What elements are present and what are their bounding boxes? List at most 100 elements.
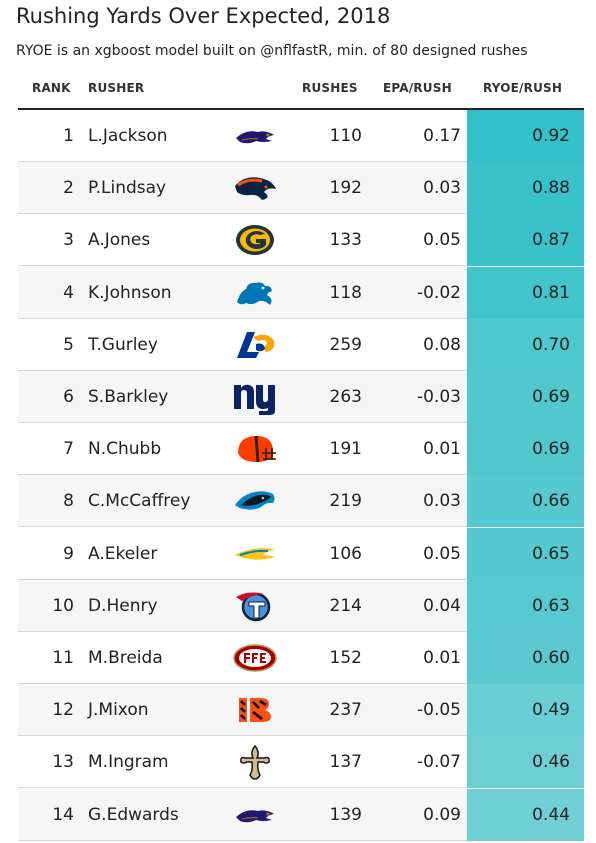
rank-cell: 3 xyxy=(63,230,74,251)
ravens-logo-icon xyxy=(232,797,278,833)
rushes-cell: 214 xyxy=(329,595,362,616)
page-subtitle: RYOE is an xgboost model built on @nflfa… xyxy=(16,43,528,59)
rank-cell: 13 xyxy=(52,752,74,773)
ryoe-per-rush-cell: 0.88 xyxy=(467,162,584,215)
ryoe-per-rush-cell: 0.69 xyxy=(467,423,584,476)
table-row: 6 S.Barkley 263 -0.03 0.69 xyxy=(18,371,584,423)
table-row: 8 C.McCaffrey 219 0.03 0.66 xyxy=(18,475,584,528)
epa-per-rush-cell: 0.04 xyxy=(423,595,461,616)
rushes-cell: 133 xyxy=(329,230,362,251)
epa-per-rush-cell: 0.03 xyxy=(423,491,461,512)
table-row: 10 D.Henry 214 0.04 0.63 xyxy=(18,579,584,632)
table-row: 4 K.Johnson 118 -0.02 0.81 xyxy=(18,266,584,319)
rushes-cell: 139 xyxy=(329,804,362,825)
ryoe-per-rush-cell: 0.92 xyxy=(467,110,584,162)
rank-cell: 4 xyxy=(63,282,74,303)
rank-cell: 7 xyxy=(63,439,74,460)
epa-per-rush-cell: -0.03 xyxy=(417,387,461,407)
panthers-logo-icon xyxy=(232,483,278,519)
col-header-rank: RANK xyxy=(32,81,71,95)
ryoe-per-rush-cell: 0.49 xyxy=(467,684,584,737)
rushes-cell: 110 xyxy=(329,126,362,146)
epa-per-rush-cell: -0.02 xyxy=(417,282,461,303)
rushes-cell: 137 xyxy=(329,752,362,773)
ryoe-per-rush-cell: 0.46 xyxy=(467,736,584,789)
table-header: RANK RUSHER RUSHES EPA/RUSH RYOE/RUSH xyxy=(18,72,584,110)
rusher-name: M.Breida xyxy=(88,648,163,668)
broncos-logo-icon xyxy=(232,170,278,206)
col-header-rusher: RUSHER xyxy=(88,81,145,95)
page-title: Rushing Yards Over Expected, 2018 xyxy=(16,4,391,28)
lions-logo-icon xyxy=(232,275,278,311)
col-header-rushes: RUSHES xyxy=(302,81,358,95)
epa-per-rush-cell: 0.05 xyxy=(423,230,461,251)
rank-cell: 10 xyxy=(52,595,74,616)
epa-per-rush-cell: 0.01 xyxy=(423,439,461,460)
ryoe-per-rush-cell: 0.65 xyxy=(467,527,584,580)
rusher-name: D.Henry xyxy=(88,595,158,616)
rank-cell: 8 xyxy=(63,491,74,512)
ryoe-per-rush-cell: 0.81 xyxy=(467,266,584,319)
col-header-ryoe: RYOE/RUSH xyxy=(483,81,563,95)
rank-cell: 2 xyxy=(63,178,74,199)
rusher-name: G.Edwards xyxy=(88,804,179,825)
ryoe-per-rush-cell: 0.60 xyxy=(467,632,584,684)
rank-cell: 5 xyxy=(63,334,74,355)
rank-cell: 1 xyxy=(63,126,74,146)
table-row: 3 A.Jones 133 0.05 0.87 xyxy=(18,214,584,267)
packers-logo-icon xyxy=(232,222,278,258)
rusher-name: L.Jackson xyxy=(88,126,168,146)
rank-cell: 9 xyxy=(63,543,74,564)
rusher-name: P.Lindsay xyxy=(88,178,167,199)
table-row: 7 N.Chubb 191 0.01 0.69 xyxy=(18,423,584,476)
table-row: 13 M.Ingram 137 -0.07 0.46 xyxy=(18,736,584,789)
giants-logo-icon xyxy=(232,379,278,415)
rushes-cell: 192 xyxy=(329,178,362,199)
rusher-name: S.Barkley xyxy=(88,387,169,407)
ryoe-per-rush-cell: 0.66 xyxy=(467,475,584,528)
epa-per-rush-cell: -0.05 xyxy=(417,700,461,721)
rusher-name: M.Ingram xyxy=(88,752,169,773)
rusher-name: A.Jones xyxy=(88,230,151,251)
table-row: 5 T.Gurley 259 0.08 0.70 xyxy=(18,318,584,371)
rusher-name: K.Johnson xyxy=(88,282,172,303)
table-row: 11 M.Breida 152 0.01 0.60 xyxy=(18,632,584,684)
rusher-name: N.Chubb xyxy=(88,439,162,460)
rusher-name: A.Ekeler xyxy=(88,543,158,564)
rank-cell: 12 xyxy=(52,700,74,721)
rushes-cell: 106 xyxy=(329,543,362,564)
ravens-logo-icon xyxy=(232,118,278,154)
table-row: 9 A.Ekeler 106 0.05 0.65 xyxy=(18,527,584,580)
table-row: 12 J.Mixon 237 -0.05 0.49 xyxy=(18,684,584,737)
rusher-name: J.Mixon xyxy=(88,700,149,721)
table-row: 2 P.Lindsay 192 0.03 0.88 xyxy=(18,162,584,215)
epa-per-rush-cell: 0.05 xyxy=(423,543,461,564)
rank-cell: 11 xyxy=(52,648,74,668)
col-header-epa: EPA/RUSH xyxy=(383,81,452,95)
rushes-cell: 191 xyxy=(329,439,362,460)
epa-per-rush-cell: 0.09 xyxy=(423,804,461,825)
49ers-logo-icon xyxy=(232,640,278,676)
bengals-logo-icon xyxy=(232,692,278,728)
rusher-name: C.McCaffrey xyxy=(88,491,191,512)
rank-cell: 14 xyxy=(52,804,74,825)
rushes-cell: 259 xyxy=(329,334,362,355)
rushes-cell: 263 xyxy=(329,387,362,407)
table-row: 1 L.Jackson 110 0.17 0.92 xyxy=(18,110,584,162)
rushes-cell: 237 xyxy=(329,700,362,721)
ryoe-per-rush-cell: 0.63 xyxy=(467,579,584,632)
ryoe-per-rush-cell: 0.69 xyxy=(467,371,584,423)
saints-logo-icon xyxy=(232,744,278,781)
epa-per-rush-cell: 0.01 xyxy=(423,648,461,668)
rushes-cell: 219 xyxy=(329,491,362,512)
epa-per-rush-cell: 0.03 xyxy=(423,178,461,199)
table-row: 14 G.Edwards 139 0.09 0.44 xyxy=(18,788,584,841)
rushes-cell: 118 xyxy=(329,282,362,303)
ryoe-per-rush-cell: 0.87 xyxy=(467,214,584,267)
browns-logo-icon xyxy=(232,431,278,467)
rams-logo-icon xyxy=(232,327,278,363)
rusher-name: T.Gurley xyxy=(88,334,158,355)
ryoe-per-rush-cell: 0.70 xyxy=(467,318,584,371)
ryoe-per-rush-cell: 0.44 xyxy=(467,788,584,841)
chargers-logo-icon xyxy=(232,536,278,572)
